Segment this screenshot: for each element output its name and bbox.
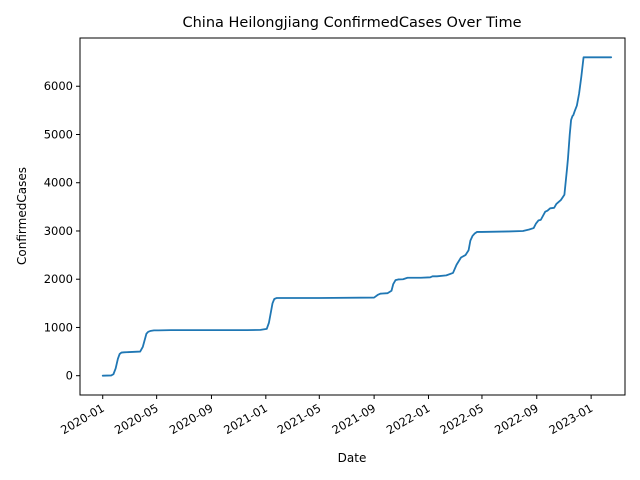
y-tick-label: 0 xyxy=(66,369,73,383)
series-layer xyxy=(101,56,613,377)
y-tick-label: 4000 xyxy=(44,176,73,190)
y-tick-label: 3000 xyxy=(44,224,73,238)
y-tick-label: 6000 xyxy=(44,79,73,93)
y-axis-ticks: 0 1000 2000 3000 4000 5000 6000 xyxy=(44,79,80,383)
chart-title: China Heilongjiang ConfirmedCases Over T… xyxy=(182,15,521,31)
y-tick-label: 1000 xyxy=(44,320,73,334)
plot-frame xyxy=(79,37,626,396)
series-line-0 xyxy=(101,56,613,377)
y-axis-label: ConfirmedCases xyxy=(15,167,29,265)
y-tick-label: 5000 xyxy=(44,127,73,141)
y-tick-label: 2000 xyxy=(44,272,73,286)
x-axis-label: Date xyxy=(338,451,367,465)
